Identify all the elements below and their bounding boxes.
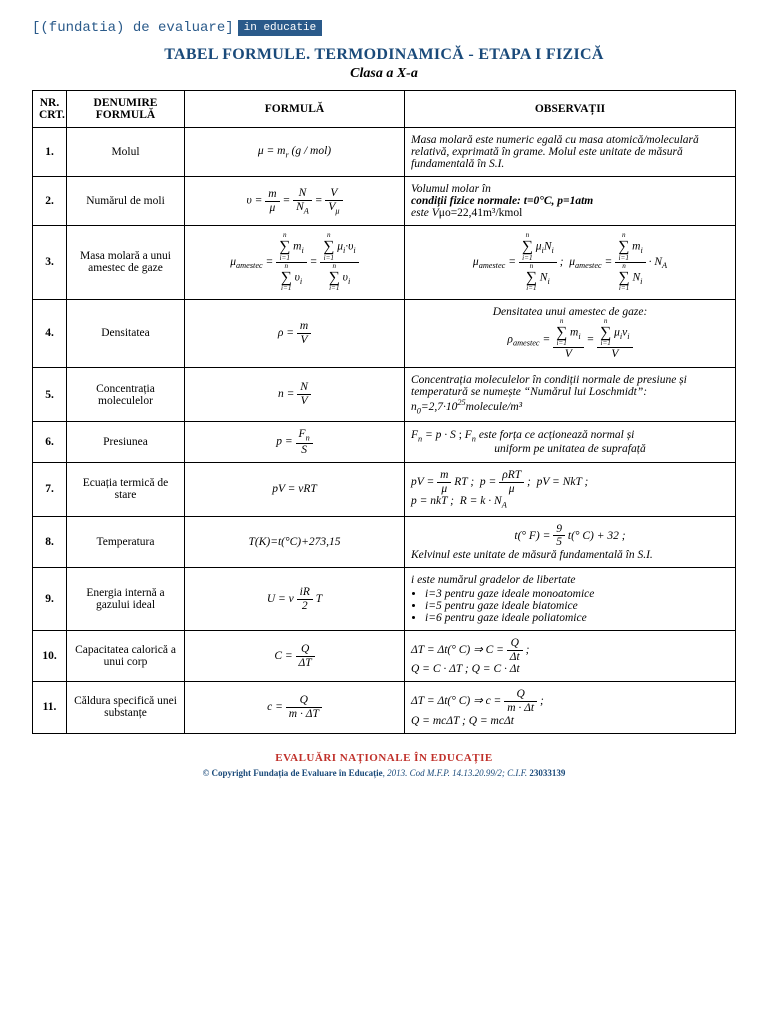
cell-name: Concentrația moleculelor	[67, 367, 185, 421]
cell-obs: Densitatea unui amestec de gaze: ρameste…	[405, 299, 736, 367]
table-row: 8. Temperatura T(K)=t(°C)+273,15 t(° F) …	[33, 516, 736, 567]
cell-formula: μamestec = n∑i=1 mi n∑i=1 υi = n∑i=1 μi·…	[185, 226, 405, 300]
brand-logo: [(fundatia) de evaluare] in educatie	[32, 20, 736, 36]
cell-obs: pV = mμ RT ; p = ρRTμ ; pV = NkT ; p = n…	[405, 463, 736, 517]
cell-obs: Concentrația moleculelor în condiții nor…	[405, 367, 736, 421]
table-row: 1. Molul μ = mr (g / mol) Masa molară es…	[33, 128, 736, 177]
cell-formula: μ = mr (g / mol)	[185, 128, 405, 177]
cell-nr: 3.	[33, 226, 67, 300]
table-row: 9. Energia internă a gazului ideal U = ν…	[33, 568, 736, 631]
cell-name: Numărul de moli	[67, 177, 185, 226]
cell-formula: υ = mμ = NNA = VVμ	[185, 177, 405, 226]
cell-obs: Masa molară este numeric egală cu masa a…	[405, 128, 736, 177]
page-title: TABEL FORMULE. TERMODINAMICĂ - ETAPA I F…	[32, 46, 736, 64]
cell-nr: 5.	[33, 367, 67, 421]
cell-formula: p = FnS	[185, 422, 405, 463]
col-name: DENUMIRE FORMULĂ	[67, 91, 185, 128]
cell-obs: t(° F) = 95 t(° C) + 32 ; Kelvinul este …	[405, 516, 736, 567]
col-obs: OBSERVAȚII	[405, 91, 736, 128]
cell-nr: 6.	[33, 422, 67, 463]
cell-name: Masa molară a unui amestec de gaze	[67, 226, 185, 300]
cell-obs: μamestec = n∑i=1 μiNi n∑i=1 Ni ; μameste…	[405, 226, 736, 300]
cell-name: Presiunea	[67, 422, 185, 463]
cell-formula: c = Qm · ΔT	[185, 682, 405, 733]
cell-nr: 4.	[33, 299, 67, 367]
table-row: 10. Capacitatea calorică a unui corp C =…	[33, 631, 736, 682]
footer-copy-cif: 23033139	[529, 768, 565, 778]
cell-name: Căldura specifică unei substanțe	[67, 682, 185, 733]
cell-nr: 11.	[33, 682, 67, 733]
cell-nr: 2.	[33, 177, 67, 226]
cell-name: Temperatura	[67, 516, 185, 567]
cell-obs: Volumul molar în condiții fizice normale…	[405, 177, 736, 226]
cell-name: Ecuația termică de stare	[67, 463, 185, 517]
col-nr: NR. CRT.	[33, 91, 67, 128]
footer-title: EVALUĂRI NAȚIONALE ÎN EDUCAȚIE	[32, 752, 736, 764]
cell-obs: Fn = p · S ; Fn este forța ce acționează…	[405, 422, 736, 463]
cell-obs: ΔT = Δt(° C) ⇒ C = QΔt ; Q = C · ΔT ; Q …	[405, 631, 736, 682]
cell-obs: i este numărul gradelor de libertate i=3…	[405, 568, 736, 631]
cell-nr: 8.	[33, 516, 67, 567]
table-row: 2. Numărul de moli υ = mμ = NNA = VVμ Vo…	[33, 177, 736, 226]
cell-name: Energia internă a gazului ideal	[67, 568, 185, 631]
cell-formula: pV = νRT	[185, 463, 405, 517]
table-row: 7. Ecuația termică de stare pV = νRT pV …	[33, 463, 736, 517]
brand-text: [(fundatia) de evaluare]	[32, 20, 234, 36]
footer-copyright: © Copyright Fundația de Evaluare în Educ…	[32, 768, 736, 778]
cell-formula: C = QΔT	[185, 631, 405, 682]
page-subtitle: Clasa a X-a	[32, 66, 736, 82]
table-header-row: NR. CRT. DENUMIRE FORMULĂ FORMULĂ OBSERV…	[33, 91, 736, 128]
table-row: 3. Masa molară a unui amestec de gaze μa…	[33, 226, 736, 300]
table-row: 11. Căldura specifică unei substanțe c =…	[33, 682, 736, 733]
cell-nr: 10.	[33, 631, 67, 682]
footer-copy-mid: , 2013. Cod M.F.P. 14.13.20.99/2; C.I.F.	[383, 768, 530, 778]
cell-name: Molul	[67, 128, 185, 177]
cell-nr: 1.	[33, 128, 67, 177]
col-formula: FORMULĂ	[185, 91, 405, 128]
formula-table: NR. CRT. DENUMIRE FORMULĂ FORMULĂ OBSERV…	[32, 90, 736, 734]
cell-nr: 9.	[33, 568, 67, 631]
cell-name: Capacitatea calorică a unui corp	[67, 631, 185, 682]
cell-nr: 7.	[33, 463, 67, 517]
cell-formula: U = ν iR2 T	[185, 568, 405, 631]
table-row: 6. Presiunea p = FnS Fn = p · S ; Fn est…	[33, 422, 736, 463]
table-row: 5. Concentrația moleculelor n = NV Conce…	[33, 367, 736, 421]
table-row: 4. Densitatea ρ = mV Densitatea unui ame…	[33, 299, 736, 367]
brand-badge: in educatie	[238, 20, 323, 36]
footer-copy-prefix: © Copyright Fundația de Evaluare în Educ…	[203, 768, 383, 778]
cell-formula: n = NV	[185, 367, 405, 421]
cell-name: Densitatea	[67, 299, 185, 367]
cell-obs: ΔT = Δt(° C) ⇒ c = Qm · Δt ; Q = mcΔT ; …	[405, 682, 736, 733]
cell-formula: ρ = mV	[185, 299, 405, 367]
cell-formula: T(K)=t(°C)+273,15	[185, 516, 405, 567]
